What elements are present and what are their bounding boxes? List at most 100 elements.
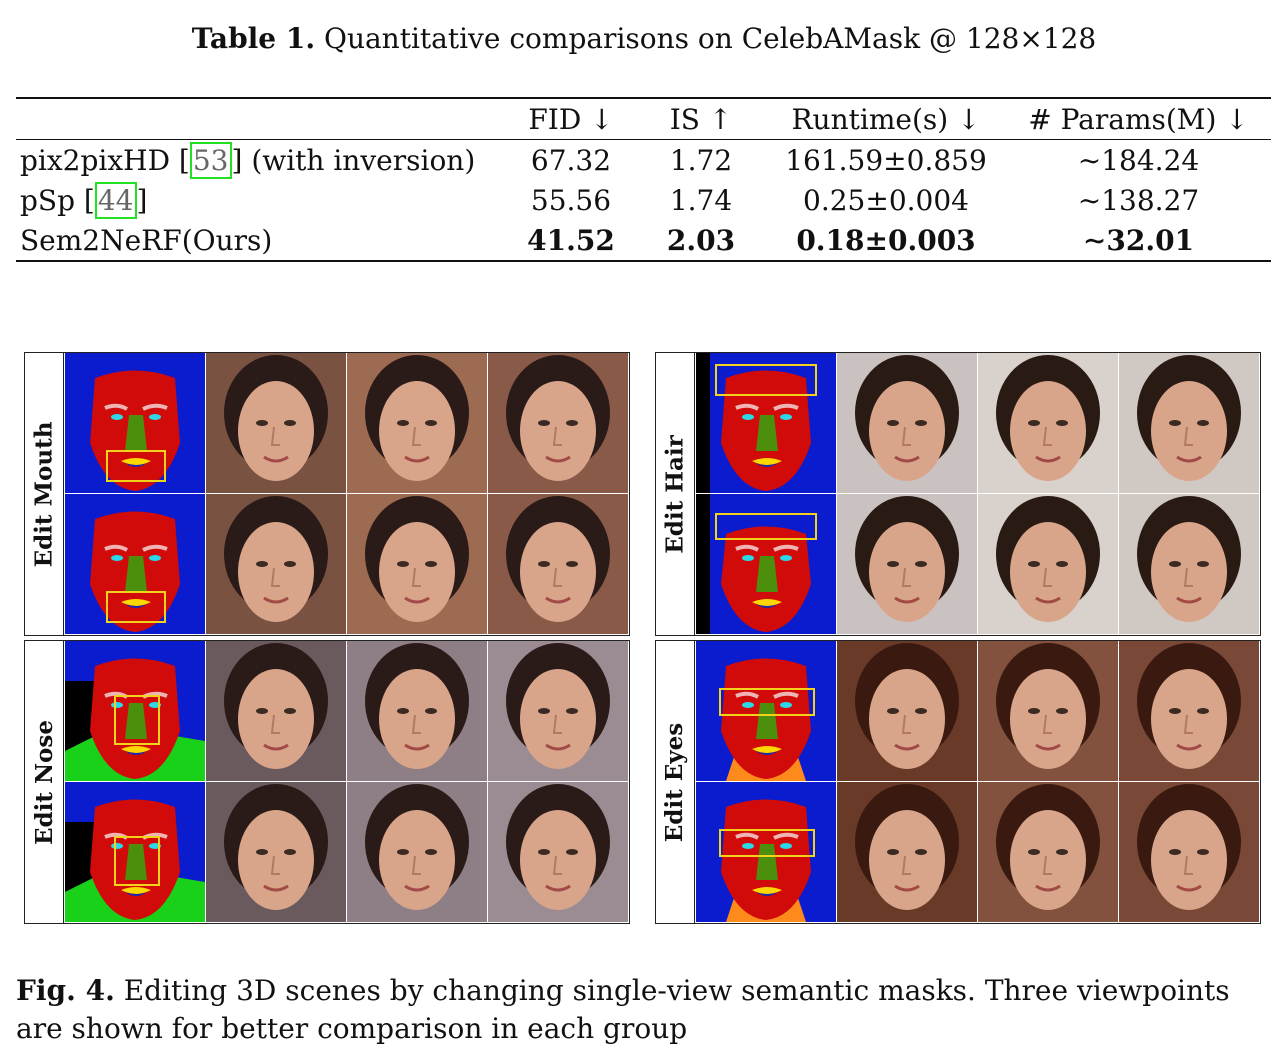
semantic-mask <box>696 353 836 493</box>
rendered-view <box>837 782 977 922</box>
rendered-view <box>837 353 977 493</box>
face-render-svg <box>978 353 1118 493</box>
is-value: 1.74 <box>669 183 733 217</box>
table-row: Sem2NeRF(Ours) 41.52 2.03 0.18±0.003 ∼32… <box>16 220 1271 262</box>
header-runtime: Runtime(s) ↓ <box>766 97 1006 140</box>
edit-panel: Edit Eyes <box>655 640 1261 924</box>
method-name: Sem2NeRF(Ours) <box>16 220 506 262</box>
rendered-view <box>1119 353 1259 493</box>
rendered-view <box>347 782 487 922</box>
mask-svg <box>65 782 205 922</box>
fid-value: 55.56 <box>530 183 612 217</box>
figure-caption-text: Editing 3D scenes by changing single-vie… <box>16 974 1230 1045</box>
mask-svg <box>696 494 836 634</box>
table-caption-label: Table 1. <box>191 22 316 55</box>
face-render-svg <box>1119 494 1259 634</box>
params-value: ∼184.24 <box>1077 143 1200 177</box>
edit-panel: Edit Hair <box>655 352 1261 636</box>
method-name: pix2pixHD [53] (with inversion) <box>16 140 506 181</box>
header-method <box>16 97 506 140</box>
rendered-view <box>1119 782 1259 922</box>
table-row: pSp [44] 55.56 1.74 0.25±0.004 ∼138.27 <box>16 180 1271 220</box>
face-render-svg <box>347 353 487 493</box>
semantic-mask <box>696 782 836 922</box>
panel-label: Edit Hair <box>656 353 695 635</box>
rendered-view <box>978 782 1118 922</box>
runtime-value: 0.18±0.003 <box>766 220 1006 262</box>
rendered-view <box>837 641 977 781</box>
method-prefix: pSp [ <box>20 183 95 217</box>
rendered-view <box>347 353 487 493</box>
params-value: ∼32.01 <box>1006 220 1271 262</box>
panel-label-text: Edit Hair <box>661 434 689 554</box>
citation-link[interactable]: 44 <box>94 181 137 219</box>
face-render-svg <box>488 353 628 493</box>
face-render-svg <box>1119 782 1259 922</box>
runtime-value: 161.59±0.859 <box>785 143 987 177</box>
face-render-svg <box>488 494 628 634</box>
semantic-mask <box>65 641 205 781</box>
rendered-view <box>978 353 1118 493</box>
runtime-value: 0.25±0.004 <box>803 183 969 217</box>
header-params: # Params(M) ↓ <box>1006 97 1271 140</box>
method-suffix: ] (with inversion) <box>231 143 476 177</box>
rendered-view <box>1119 494 1259 634</box>
semantic-mask <box>65 494 205 634</box>
header-is: IS ↑ <box>636 97 766 140</box>
edit-panel: Edit Nose <box>24 640 630 924</box>
rendered-view <box>1119 641 1259 781</box>
rendered-view <box>347 494 487 634</box>
face-render-svg <box>837 782 977 922</box>
table-header-row: FID ↓ IS ↑ Runtime(s) ↓ # Params(M) ↓ <box>16 97 1271 140</box>
mask-svg <box>65 494 205 634</box>
rendered-view <box>206 641 346 781</box>
semantic-mask <box>65 782 205 922</box>
is-value: 1.72 <box>669 143 733 177</box>
rendered-view <box>206 353 346 493</box>
panel-label-text: Edit Nose <box>30 719 58 845</box>
face-render-svg <box>978 641 1118 781</box>
params-value: ∼138.27 <box>1077 183 1200 217</box>
face-render-svg <box>978 782 1118 922</box>
rendered-view <box>488 641 628 781</box>
semantic-mask <box>696 641 836 781</box>
fid-value: 67.32 <box>530 143 612 177</box>
face-render-svg <box>206 494 346 634</box>
figure-caption-label: Fig. 4. <box>16 974 115 1007</box>
face-render-svg <box>206 353 346 493</box>
method-prefix: pix2pixHD [ <box>20 143 190 177</box>
table-caption: Table 1. Quantitative comparisons on Cel… <box>0 22 1288 55</box>
face-render-svg <box>1119 641 1259 781</box>
face-render-svg <box>837 353 977 493</box>
face-render-svg <box>347 494 487 634</box>
face-render-svg <box>488 782 628 922</box>
face-render-svg <box>347 782 487 922</box>
results-table: FID ↓ IS ↑ Runtime(s) ↓ # Params(M) ↓ pi… <box>16 97 1271 262</box>
rendered-view <box>837 494 977 634</box>
rendered-view <box>488 353 628 493</box>
method-suffix: ] <box>136 183 148 217</box>
table-caption-text: Quantitative comparisons on CelebAMask @… <box>323 22 1097 55</box>
panel-label: Edit Nose <box>25 641 64 923</box>
rendered-view <box>347 641 487 781</box>
panel-label: Edit Mouth <box>25 353 64 635</box>
rendered-view <box>488 782 628 922</box>
panel-label: Edit Eyes <box>656 641 695 923</box>
figure-caption: Fig. 4. Editing 3D scenes by changing si… <box>16 972 1276 1048</box>
mask-svg <box>696 641 836 781</box>
panel-label-text: Edit Mouth <box>30 421 58 567</box>
semantic-mask <box>696 494 836 634</box>
citation-link[interactable]: 53 <box>189 141 232 179</box>
face-render-svg <box>347 641 487 781</box>
face-render-svg <box>837 641 977 781</box>
mask-svg <box>65 641 205 781</box>
table-row: pix2pixHD [53] (with inversion) 67.32 1.… <box>16 140 1271 181</box>
fid-value: 41.52 <box>506 220 636 262</box>
face-render-svg <box>978 494 1118 634</box>
mask-svg <box>696 353 836 493</box>
rendered-view <box>488 494 628 634</box>
semantic-mask <box>65 353 205 493</box>
edit-panel: Edit Mouth <box>24 352 630 636</box>
header-fid: FID ↓ <box>506 97 636 140</box>
face-render-svg <box>206 641 346 781</box>
